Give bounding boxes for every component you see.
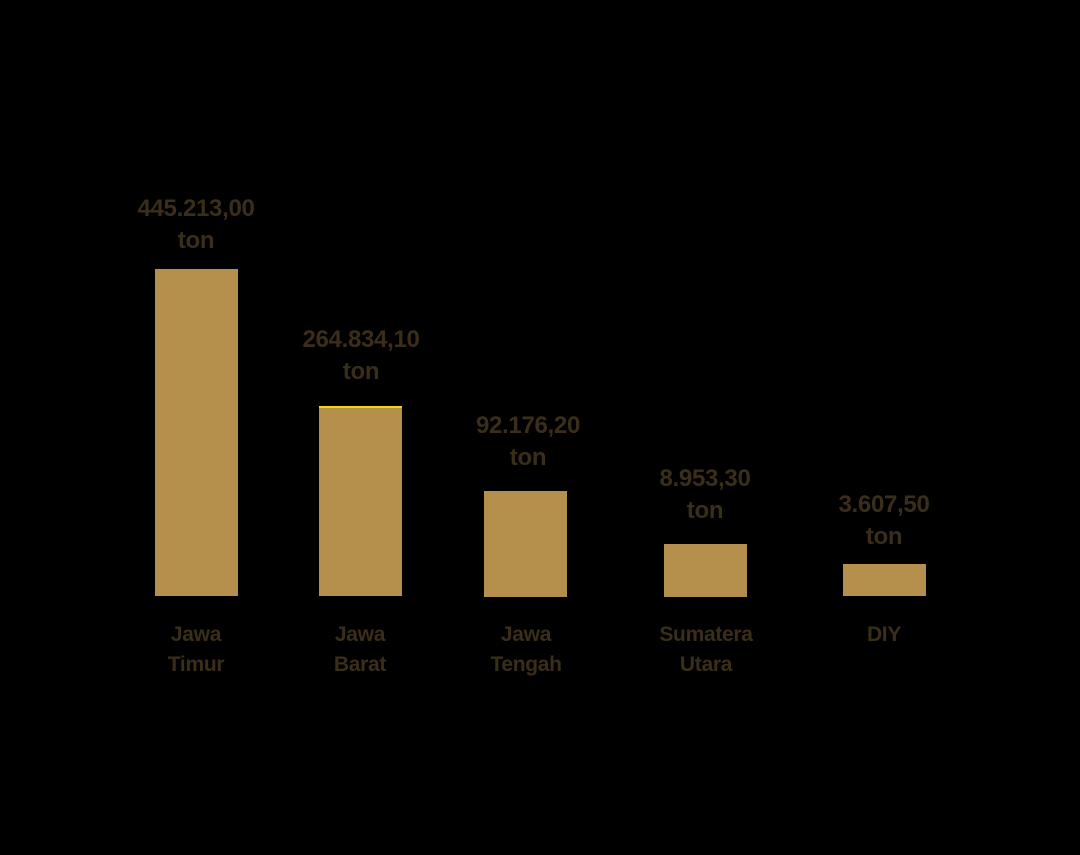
bar-jawa-tengah (484, 491, 567, 597)
category-line-1: Jawa (500, 623, 552, 646)
value-label-sumatera-utara: 8.953,30 ton (605, 463, 805, 527)
category-label-diy: DIY (794, 620, 974, 650)
category-label-jawa-timur: Jawa Timur (106, 620, 286, 680)
category-line-2: Timur (167, 653, 225, 676)
value-label-jawa-barat: 264.834,10 ton (261, 324, 461, 388)
category-line-2: Tengah (490, 653, 562, 676)
value-number: 92.176,20 (475, 412, 581, 439)
value-label-jawa-tengah: 92.176,20 ton (428, 410, 628, 474)
value-unit: ton (342, 358, 380, 385)
category-line-2: Barat (333, 653, 387, 676)
value-label-diy: 3.607,50 ton (784, 489, 984, 553)
category-label-jawa-tengah: Jawa Tengah (436, 620, 616, 680)
value-number: 8.953,30 (659, 465, 751, 492)
category-line-1: Jawa (334, 623, 386, 646)
category-line-1: Sumatera (659, 623, 753, 646)
value-number: 3.607,50 (838, 491, 930, 518)
bar-diy (843, 564, 926, 596)
category-line-1: Jawa (170, 623, 222, 646)
category-label-jawa-barat: Jawa Barat (270, 620, 450, 680)
value-unit: ton (509, 444, 547, 471)
value-number: 445.213,00 (137, 195, 255, 222)
value-number: 264.834,10 (302, 326, 420, 353)
bar-jawa-timur (155, 269, 238, 596)
value-unit: ton (865, 523, 903, 550)
value-label-jawa-timur: 445.213,00 ton (96, 193, 296, 257)
value-unit: ton (686, 497, 724, 524)
category-label-sumatera-utara: Sumatera Utara (616, 620, 796, 680)
category-line-1: DIY (866, 623, 902, 646)
bar-jawa-barat (319, 406, 402, 596)
bar-sumatera-utara (664, 544, 747, 597)
category-line-2: Utara (679, 653, 733, 676)
value-unit: ton (177, 227, 215, 254)
